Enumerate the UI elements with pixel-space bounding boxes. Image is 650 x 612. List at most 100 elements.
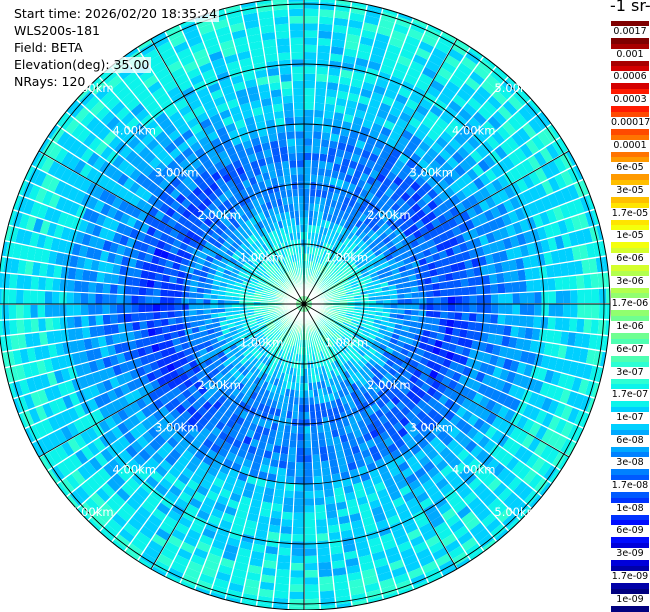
beta-gate-cell [310, 182, 316, 190]
beta-gate-cell [490, 284, 498, 294]
beta-gate-cell [304, 225, 308, 232]
beta-gate-cell [598, 272, 606, 287]
beta-gate-cell [146, 312, 154, 320]
beta-gate-cell [305, 469, 314, 476]
beta-gate-cell [288, 454, 296, 462]
beta-gate-cell [496, 324, 504, 335]
beta-gate-cell [570, 304, 578, 317]
beta-gate-cell [598, 319, 606, 334]
beta-gate-cell [299, 397, 304, 404]
beta-gate-cell [297, 433, 304, 440]
beta-gate-cell [272, 503, 283, 511]
beta-gate-cell [325, 496, 336, 504]
beta-gate-cell [304, 182, 310, 189]
beta-gate-cell [160, 297, 167, 304]
beta-gate-cell [328, 524, 340, 533]
beta-gate-cell [441, 296, 448, 303]
beta-gate-cell [297, 448, 304, 455]
beta-gate-cell [590, 273, 598, 288]
beta-gate-cell [576, 275, 584, 289]
beta-gate-cell [326, 503, 337, 511]
beta-gate-cell [278, 468, 287, 476]
beta-gate-cell [124, 286, 132, 295]
beta-gate-cell [280, 453, 288, 461]
beta-gate-cell [82, 327, 91, 339]
beta-gate-cell [291, 563, 304, 571]
beta-gate-cell [505, 315, 513, 326]
beta-gate-cell [329, 532, 341, 541]
beta-gate-cell [31, 319, 39, 333]
beta-gate-cell [405, 298, 412, 303]
beta-gate-cell [75, 328, 84, 340]
beta-gate-cell [412, 304, 419, 310]
beta-gate-cell [329, 61, 342, 70]
beta-gate-cell [304, 81, 315, 88]
beta-gate-cell [556, 304, 564, 317]
beta-gate-cell [103, 284, 111, 294]
beta-gate-cell [95, 305, 102, 315]
beta-gate-cell [167, 304, 174, 311]
beta-gate-cell [484, 304, 491, 313]
beta-gate-cell [314, 490, 324, 498]
beta-gate-cell [297, 441, 304, 448]
beta-gate-cell [167, 290, 175, 297]
beta-gate-cell [318, 168, 325, 176]
beta-gate-cell [175, 291, 183, 298]
beta-gate-cell [592, 289, 600, 304]
beta-gate-cell [319, 569, 333, 577]
beta-gate-cell [570, 290, 578, 303]
beta-gate-cell [555, 277, 563, 290]
beta-gate-cell [146, 288, 154, 296]
beta-gate-cell [310, 175, 317, 183]
beta-gate-cell [286, 469, 295, 477]
beta-gate-cell [326, 510, 337, 519]
beta-gate-cell [448, 304, 455, 311]
beta-gate-cell [96, 315, 104, 326]
beta-gate-cell [540, 316, 548, 328]
beta-gate-cell [462, 295, 469, 303]
beta-gate-cell [294, 505, 304, 512]
beta-gate-cell [282, 512, 293, 520]
beta-gate-cell [138, 296, 145, 304]
beta-gate-cell [2, 305, 10, 320]
beta-gate-cell [433, 304, 440, 311]
beta-gate-cell [533, 279, 541, 291]
beta-gate-cell [289, 447, 297, 455]
beta-gate-cell [313, 469, 322, 477]
beta-gate-cell [412, 298, 419, 304]
beta-gate-cell [304, 88, 315, 95]
beta-gate-cell [318, 38, 331, 46]
beta-gate-cell [491, 294, 498, 304]
beta-gate-cell [289, 440, 296, 448]
beta-gate-cell [153, 289, 161, 297]
beta-gate-cell [304, 38, 317, 46]
beta-gate-cell [274, 489, 284, 497]
beta-gate-cell [304, 405, 309, 412]
beta-gate-cell [182, 292, 190, 298]
beta-gate-cell [548, 291, 556, 303]
beta-gate-cell [139, 287, 147, 296]
beta-gate-cell [505, 293, 512, 303]
beta-gate-cell [273, 496, 284, 504]
beta-gate-cell [426, 304, 433, 310]
beta-gate-cell [68, 329, 77, 341]
beta-gate-cell [327, 82, 339, 91]
beta-gate-cell [286, 476, 295, 484]
beta-gate-cell [68, 268, 77, 280]
beta-gate-cell [102, 305, 109, 315]
beta-gate-cell [454, 312, 462, 320]
beta-gate-cell [74, 293, 81, 304]
beta-gate-cell [75, 269, 84, 281]
beta-gate-cell [153, 297, 160, 304]
beta-gate-cell [304, 160, 311, 167]
beta-gate-cell [314, 476, 323, 484]
beta-gate-cell [304, 441, 311, 448]
beta-gate-cell [52, 278, 60, 291]
beta-gate-cell [282, 439, 290, 447]
beta-gate-cell [298, 412, 304, 419]
beta-gate-cell [9, 305, 17, 320]
beta-gate-cell [291, 426, 298, 434]
beta-gate-cell [304, 23, 318, 31]
beta-gate-cell [300, 376, 304, 383]
beta-gate-cell [296, 455, 304, 462]
